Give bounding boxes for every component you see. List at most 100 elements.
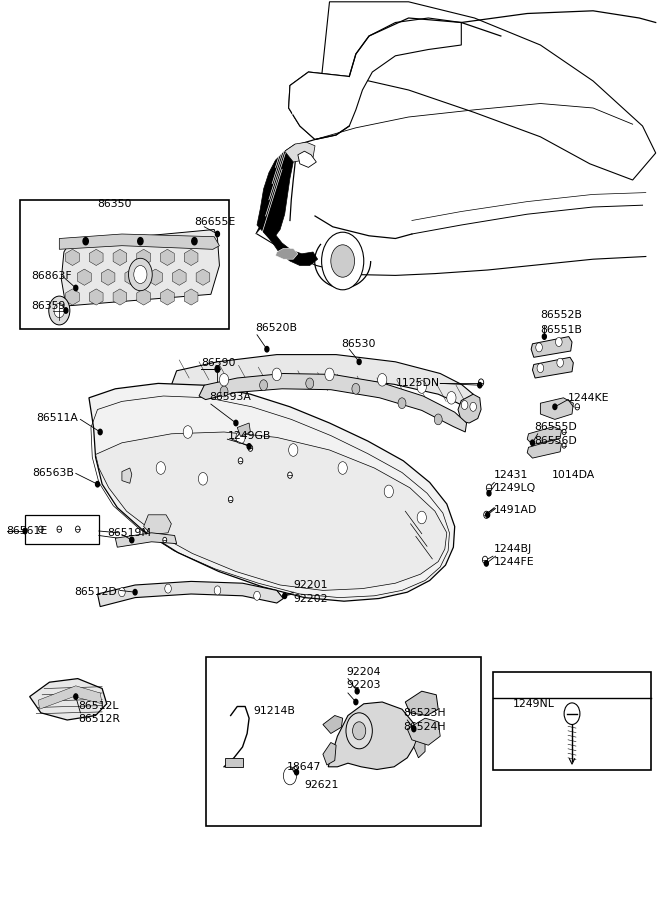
Polygon shape: [237, 423, 250, 436]
Circle shape: [378, 374, 387, 386]
Polygon shape: [285, 142, 315, 162]
Polygon shape: [161, 289, 174, 305]
Circle shape: [165, 584, 171, 593]
Text: 86350: 86350: [98, 199, 132, 209]
Polygon shape: [30, 679, 107, 720]
Circle shape: [537, 364, 544, 373]
Circle shape: [96, 482, 100, 487]
Text: 1491AD: 1491AD: [494, 505, 538, 516]
Circle shape: [575, 403, 580, 410]
Text: 86552B: 86552B: [540, 310, 583, 320]
Circle shape: [75, 526, 80, 533]
FancyBboxPatch shape: [206, 657, 481, 826]
Polygon shape: [171, 355, 474, 410]
Text: 86512R: 86512R: [78, 715, 120, 724]
Polygon shape: [185, 289, 198, 305]
Circle shape: [556, 338, 562, 346]
Circle shape: [248, 446, 253, 451]
Circle shape: [478, 382, 482, 388]
Polygon shape: [122, 468, 132, 483]
Circle shape: [138, 238, 143, 245]
Circle shape: [215, 365, 220, 373]
Polygon shape: [328, 702, 416, 770]
Polygon shape: [115, 533, 177, 547]
Circle shape: [542, 334, 546, 339]
Text: 86655E: 86655E: [194, 217, 236, 227]
Circle shape: [234, 420, 238, 426]
Text: 86551B: 86551B: [540, 325, 583, 335]
Polygon shape: [540, 398, 573, 419]
Circle shape: [49, 296, 70, 325]
Circle shape: [130, 537, 134, 543]
Circle shape: [412, 726, 416, 732]
Polygon shape: [405, 691, 438, 716]
Circle shape: [355, 688, 359, 694]
Circle shape: [295, 770, 299, 775]
Polygon shape: [161, 249, 174, 266]
Polygon shape: [257, 144, 295, 241]
Polygon shape: [275, 248, 298, 259]
Polygon shape: [144, 515, 171, 535]
Polygon shape: [66, 289, 79, 305]
Text: 92204: 92204: [346, 667, 380, 677]
Polygon shape: [101, 269, 115, 285]
Polygon shape: [98, 581, 283, 607]
Circle shape: [163, 537, 167, 543]
Text: 92203: 92203: [346, 680, 380, 690]
Polygon shape: [89, 383, 455, 601]
Circle shape: [562, 429, 566, 435]
Polygon shape: [289, 18, 461, 140]
Circle shape: [557, 358, 563, 367]
Polygon shape: [527, 427, 561, 445]
Text: 86556D: 86556D: [534, 436, 577, 446]
Circle shape: [254, 591, 260, 600]
Circle shape: [83, 238, 88, 245]
Text: 86590: 86590: [201, 358, 235, 368]
Text: 1249GB: 1249GB: [227, 431, 271, 441]
Circle shape: [293, 767, 298, 772]
Circle shape: [74, 694, 78, 699]
Circle shape: [239, 458, 243, 464]
Circle shape: [461, 400, 468, 410]
Polygon shape: [196, 269, 210, 285]
Circle shape: [564, 703, 580, 724]
Circle shape: [562, 443, 566, 448]
Circle shape: [484, 561, 488, 566]
Text: 1244KE: 1244KE: [568, 392, 610, 403]
Polygon shape: [38, 686, 102, 709]
Polygon shape: [59, 234, 219, 249]
Circle shape: [322, 232, 364, 290]
Circle shape: [346, 713, 372, 749]
Circle shape: [192, 238, 197, 245]
Circle shape: [57, 526, 62, 533]
Polygon shape: [323, 742, 336, 765]
Polygon shape: [225, 758, 243, 767]
Text: 91214B: 91214B: [254, 706, 296, 716]
Text: 86555D: 86555D: [534, 422, 577, 432]
Polygon shape: [173, 269, 186, 285]
Polygon shape: [414, 734, 425, 758]
Circle shape: [325, 368, 334, 381]
Circle shape: [265, 346, 269, 352]
Circle shape: [74, 285, 78, 291]
Circle shape: [352, 383, 360, 394]
Text: 18647: 18647: [287, 761, 321, 772]
Polygon shape: [199, 374, 467, 432]
Circle shape: [129, 258, 152, 291]
Polygon shape: [137, 289, 150, 305]
Polygon shape: [531, 337, 572, 357]
Polygon shape: [532, 357, 573, 378]
Circle shape: [133, 590, 137, 595]
Circle shape: [183, 426, 192, 438]
Circle shape: [38, 526, 43, 533]
Polygon shape: [298, 151, 316, 167]
Circle shape: [134, 266, 147, 284]
Polygon shape: [185, 249, 198, 266]
Polygon shape: [61, 230, 219, 306]
Circle shape: [289, 444, 298, 456]
Circle shape: [354, 699, 358, 705]
Circle shape: [486, 512, 490, 517]
Text: 86530: 86530: [341, 339, 376, 349]
Polygon shape: [137, 249, 150, 266]
Circle shape: [215, 366, 219, 372]
